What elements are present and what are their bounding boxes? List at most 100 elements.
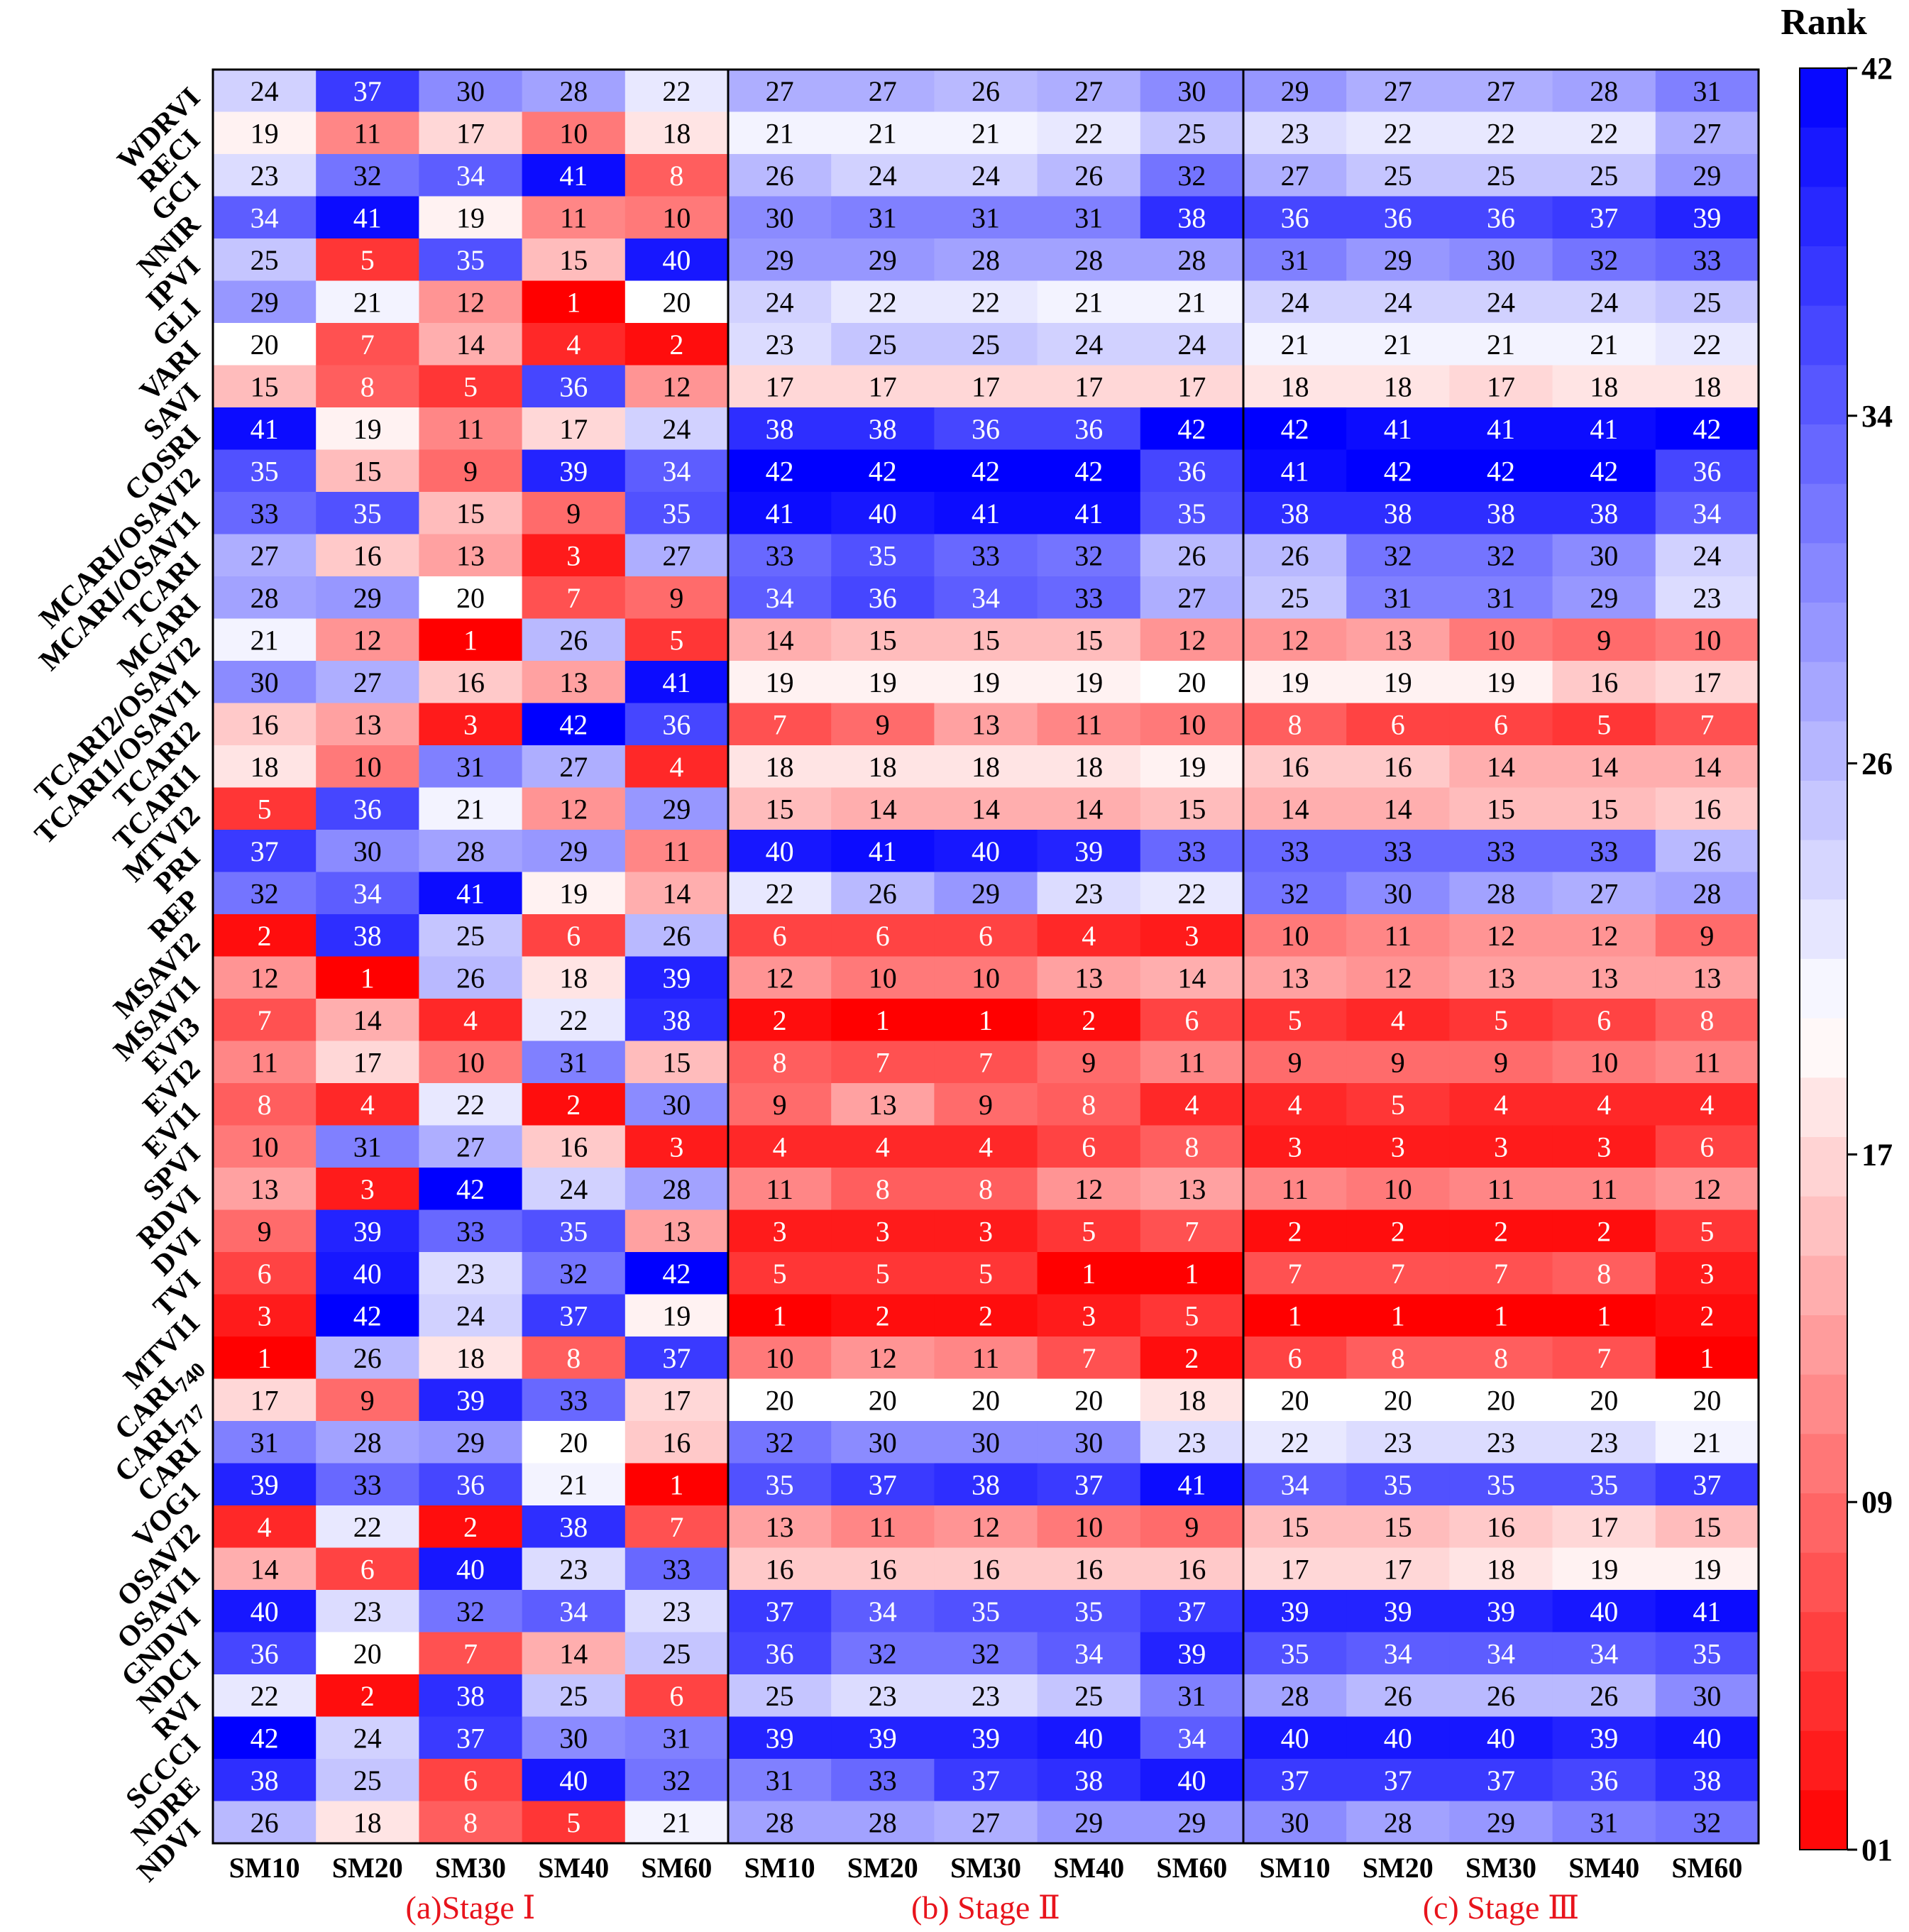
cell-value-label: 32 [251,877,279,909]
heatmap-cell [728,70,832,113]
cell-value-label: 2 [1288,1215,1302,1247]
heatmap-cell [213,956,317,999]
cell-value-label: 20 [1693,1384,1721,1416]
cell-value-label: 8 [979,1173,993,1205]
cell-value-label: 41 [1590,413,1618,445]
cell-value-label: 20 [456,582,485,614]
cell-value-label: 6 [361,1553,375,1585]
cell-value-label: 29 [353,582,382,614]
column-label: SM30 [1465,1852,1536,1884]
heatmap-cell [1243,872,1347,915]
heatmap-cell [625,661,729,704]
heatmap-cell [1243,1463,1347,1506]
heatmap-cell [1449,703,1553,746]
heatmap-cell [1552,534,1656,577]
cell-value-label: 16 [869,1553,897,1585]
cell-value-label: 18 [1384,371,1412,402]
heatmap-cell [728,1547,832,1591]
cell-value-label: 32 [559,1258,588,1290]
cell-value-label: 41 [353,202,382,234]
cell-value-label: 14 [559,1637,588,1669]
cell-value-label: 18 [1693,371,1721,402]
heatmap-cell [1449,830,1553,873]
heatmap-cell [1449,956,1553,999]
heatmap-cell [1243,1209,1347,1253]
cell-value-label: 6 [1700,1131,1714,1163]
cell-value-label: 25 [1590,160,1618,192]
cell-value-label: 4 [1082,920,1096,952]
cell-value-label: 3 [1494,1131,1508,1163]
cell-value-label: 18 [662,117,691,149]
heatmap-cell [934,111,1038,155]
heatmap-cell [419,787,523,830]
heatmap-cell [728,1168,832,1211]
cell-value-label: 12 [869,1342,897,1374]
cell-value-label: 9 [463,455,478,487]
cell-value-label: 3 [1288,1131,1302,1163]
cell-value-label: 40 [1384,1722,1412,1754]
cell-value-label: 11 [869,1511,897,1543]
heatmap-cell [728,1759,832,1802]
heatmap-cell [316,365,419,408]
heatmap-cell [1140,1252,1244,1295]
heatmap-cell [419,1421,523,1464]
heatmap-cell [934,1041,1038,1084]
cell-value-label: 42 [1384,455,1412,487]
cell-value-label: 3 [669,1131,683,1163]
heatmap-cell [1655,787,1759,830]
cell-value-label: 39 [456,1384,485,1416]
cell-value-label: 16 [662,1427,691,1459]
cell-value-label: 24 [353,1722,382,1754]
heatmap-cell [1140,830,1244,873]
heatmap-cell [1552,1547,1656,1591]
cell-value-label: 2 [876,1300,890,1332]
heatmap-cell [213,914,317,957]
heatmap-cell [728,196,832,239]
column-label: SM20 [847,1852,918,1884]
heatmap-cell [625,1294,729,1337]
heatmap-cell [1552,872,1656,915]
heatmap-cell [1655,1083,1759,1126]
heatmap-cell [316,914,419,957]
cell-value-label: 7 [1184,1215,1199,1247]
colorbar-step [1800,246,1847,307]
heatmap-cell [728,407,832,451]
cell-value-label: 42 [1487,455,1515,487]
heatmap-cell [934,618,1038,662]
cell-value-label: 13 [251,1173,279,1205]
cell-value-label: 27 [1487,75,1515,107]
heatmap-cell [316,280,419,324]
cell-value-label: 29 [1281,75,1309,107]
heatmap-cell [316,1547,419,1591]
cell-value-label: 11 [457,413,485,445]
cell-value-label: 18 [972,751,1000,783]
cell-value-label: 36 [1281,202,1309,234]
cell-value-label: 39 [1384,1596,1412,1628]
heatmap-cell [419,449,523,493]
heatmap-cell [625,1674,729,1718]
cell-value-label: 37 [766,1596,794,1628]
cell-value-label: 19 [559,877,588,909]
heatmap-cell [1655,872,1759,915]
heatmap-cell [1346,1421,1450,1464]
heatmap-cell [1449,492,1553,535]
heatmap-cell [1346,323,1450,366]
heatmap-cell [1140,238,1244,282]
cell-value-label: 38 [662,1004,691,1036]
cell-value-label: 21 [1487,329,1515,361]
cell-value-label: 31 [1074,202,1103,234]
heatmap-cell [728,280,832,324]
heatmap-cell [213,196,317,239]
cell-value-label: 20 [1177,666,1206,698]
heatmap-cell [419,1337,523,1380]
heatmap-cell [1037,1041,1141,1084]
cell-value-label: 39 [559,455,588,487]
heatmap-cell [316,576,419,620]
cell-value-label: 12 [251,962,279,994]
heatmap-cell [1140,618,1244,662]
colorbar-step [1800,1552,1847,1613]
cell-value-label: 33 [972,539,1000,571]
heatmap-cell [419,661,523,704]
cell-value-label: 37 [869,1469,897,1500]
